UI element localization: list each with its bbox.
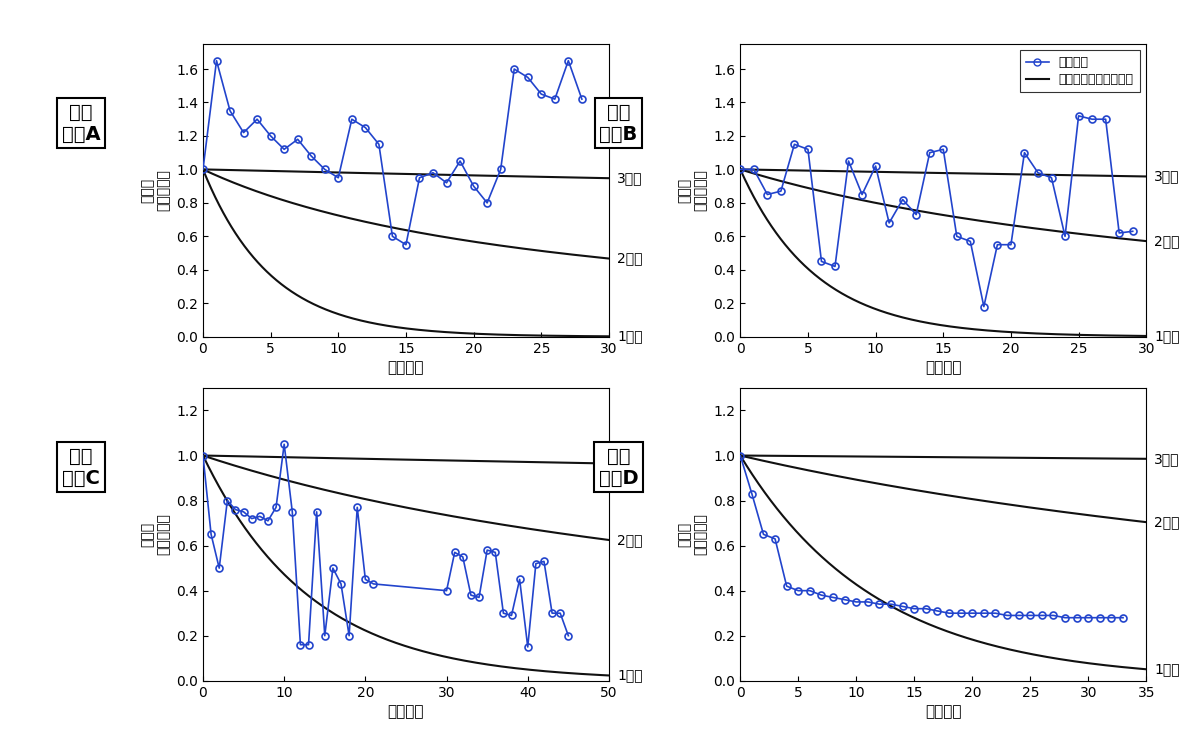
Text: 湧水
箇所A: 湧水 箇所A xyxy=(62,102,100,143)
Y-axis label: 湧水量
（相対比）: 湧水量 （相対比） xyxy=(677,169,708,212)
Text: 湧水
箇所D: 湧水 箇所D xyxy=(598,447,639,488)
Text: 3次元: 3次元 xyxy=(1155,452,1180,466)
Text: 2次元: 2次元 xyxy=(1155,234,1180,248)
X-axis label: 経過日数: 経過日数 xyxy=(925,703,961,719)
Text: 3次元: 3次元 xyxy=(617,171,642,185)
Text: 2次元: 2次元 xyxy=(617,533,642,547)
Text: 1次元: 1次元 xyxy=(617,329,642,343)
Text: 1次元: 1次元 xyxy=(617,668,642,682)
Text: 1次元: 1次元 xyxy=(1155,329,1180,343)
Y-axis label: 湧水量
（相対比）: 湧水量 （相対比） xyxy=(140,169,171,212)
X-axis label: 経過日数: 経過日数 xyxy=(388,703,424,719)
X-axis label: 経過日数: 経過日数 xyxy=(925,359,961,375)
X-axis label: 経過日数: 経過日数 xyxy=(388,359,424,375)
Text: 湧水
箇所B: 湧水 箇所B xyxy=(599,102,638,143)
Y-axis label: 湧水量
（相対比）: 湧水量 （相対比） xyxy=(141,513,171,556)
Legend: 観測結果, シミュレーション結果: 観測結果, シミュレーション結果 xyxy=(1020,51,1140,92)
Text: 2次元: 2次元 xyxy=(617,252,642,266)
Text: 1次元: 1次元 xyxy=(1155,662,1180,676)
Text: 3次元: 3次元 xyxy=(1155,170,1180,184)
Text: 2次元: 2次元 xyxy=(1155,515,1180,529)
Text: 湧水
箇所C: 湧水 箇所C xyxy=(62,447,100,488)
Y-axis label: 湧水量
（相対比）: 湧水量 （相対比） xyxy=(678,513,708,556)
Text: 3次元: 3次元 xyxy=(617,457,642,471)
